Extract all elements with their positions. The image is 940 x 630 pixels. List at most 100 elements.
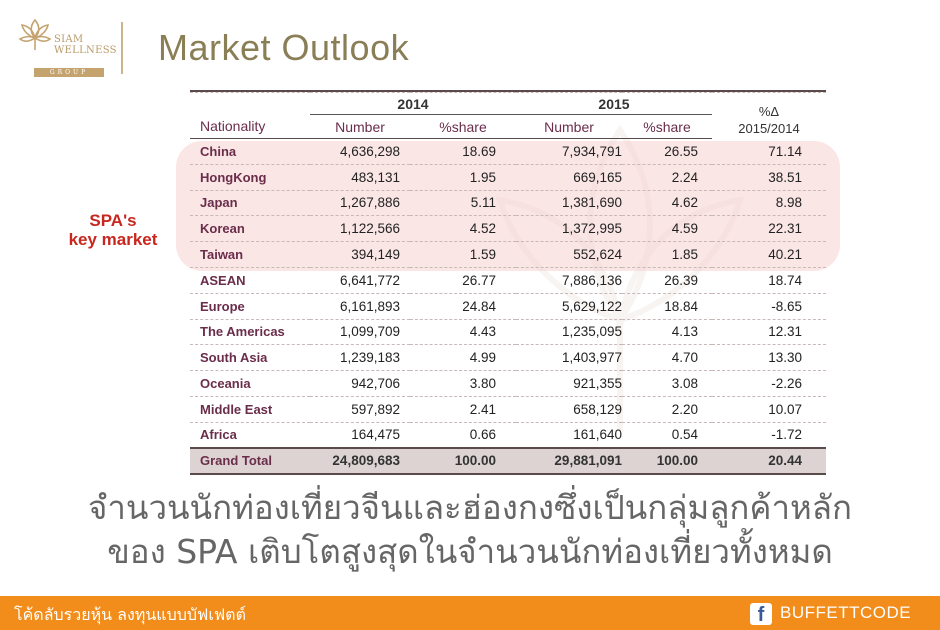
row-pct-change: -8.65 [712,293,826,320]
table-row: Africa 164,475 0.66 161,640 0.54 -1.72 [190,422,826,449]
row-pct-change: 38.51 [712,164,826,191]
logo-group-label: GROUP [34,68,104,77]
row-share-2014: 0.66 [410,422,516,449]
table-row: Middle East 597,892 2.41 658,129 2.20 10.07 [190,396,826,423]
pct-change-header: %Δ 2015/2014 [712,93,826,139]
total-share-2014: 100.00 [410,447,516,475]
table-row: South Asia 1,239,183 4.99 1,403,977 4.70 13.3… [190,344,826,372]
row-pct-change: 71.14 [712,138,826,165]
row-nationality: The Americas [190,319,310,346]
row-nationality: Middle East [190,396,310,423]
column-header-share-2015: %share [622,114,712,139]
row-nationality: China [190,138,310,165]
logo-line-2: WELLNESS [54,45,117,56]
siam-wellness-logo: SIAM WELLNESS GROUP [18,16,117,78]
row-share-2014: 1.59 [410,241,516,268]
row-number-2015: 161,640 [516,422,622,449]
row-pct-change: -1.72 [712,422,826,449]
row-number-2015: 1,403,977 [516,344,622,372]
row-number-2014: 483,131 [310,164,410,191]
column-header-number-2014: Number [310,114,410,139]
row-share-2014: 3.80 [410,370,516,397]
row-number-2014: 942,706 [310,370,410,397]
table-row: China 4,636,298 18.69 7,934,791 26.55 71.14 [190,138,826,165]
logo-wordmark: SIAM WELLNESS [54,34,117,56]
total-label: Grand Total [190,447,310,475]
pct-change-period: 2015/2014 [738,120,800,136]
row-number-2015: 7,886,136 [516,267,622,294]
row-number-2015: 5,629,122 [516,293,622,320]
row-number-2014: 6,161,893 [310,293,410,320]
row-number-2015: 669,165 [516,164,622,191]
page-title: Market Outlook [158,27,410,68]
caption-line-1: จำนวนนักท่องเที่ยวจีนและฮ่องกงซึ่งเป็นกล… [88,488,852,527]
total-share-2015: 100.00 [622,447,712,475]
row-number-2015: 552,624 [516,241,622,268]
grand-total-row: Grand Total 24,809,683 100.00 29,881,091… [190,447,826,475]
key-market-callout: SPA's key market [48,211,178,249]
row-nationality: Taiwan [190,241,310,268]
row-share-2014: 18.69 [410,138,516,165]
table-row: Korean 1,122,566 4.52 1,372,995 4.59 22.31 [190,215,826,243]
row-nationality: Korean [190,215,310,243]
table-body: China 4,636,298 18.69 7,934,791 26.55 71.14 Ho… [190,138,826,449]
row-share-2014: 5.11 [410,190,516,217]
pct-change-symbol: %Δ [758,103,780,119]
row-share-2015: 3.08 [622,370,712,397]
row-share-2014: 26.77 [410,267,516,294]
table-row: HongKong 483,131 1.95 669,165 2.24 38.51 [190,164,826,191]
row-number-2014: 1,122,566 [310,215,410,243]
table-row: Japan 1,267,886 5.11 1,381,690 4.62 8.98 [190,190,826,217]
table-row: Europe 6,161,893 24.84 5,629,122 18.84 -8.65 [190,293,826,320]
row-number-2014: 164,475 [310,422,410,449]
callout-line-2: key market [68,230,158,249]
table-row: Taiwan 394,149 1.59 552,624 1.85 40.21 [190,241,826,268]
column-header-number-2015: Number [516,114,622,139]
row-nationality: Africa [190,422,310,449]
footer-bar: โค้ดลับรวยหุ้น ลงทุนแบบบัฟเฟตต์ f BUFFET… [0,596,940,630]
table-row: Oceania 942,706 3.80 921,355 3.08 -2.26 [190,370,826,397]
row-nationality: ASEAN [190,267,310,294]
row-number-2014: 394,149 [310,241,410,268]
row-nationality: HongKong [190,164,310,191]
thai-caption: จำนวนนักท่องเที่ยวจีนและฮ่องกงซึ่งเป็นกล… [0,486,940,574]
logo-line-1: SIAM [54,34,84,45]
row-number-2015: 1,372,995 [516,215,622,243]
row-number-2014: 6,641,772 [310,267,410,294]
row-share-2014: 4.52 [410,215,516,243]
row-pct-change: 13.30 [712,344,826,372]
year-header-2015: 2015 [516,92,712,115]
footer-brand[interactable]: BUFFETTCODE [780,603,912,622]
row-number-2015: 658,129 [516,396,622,423]
column-header-share-2014: %share [410,114,516,139]
row-pct-change: 18.74 [712,267,826,294]
row-number-2014: 1,239,183 [310,344,410,372]
row-nationality: South Asia [190,344,310,372]
row-nationality: Europe [190,293,310,320]
row-share-2015: 0.54 [622,422,712,449]
row-share-2015: 4.62 [622,190,712,217]
row-share-2014: 24.84 [410,293,516,320]
row-number-2014: 1,099,709 [310,319,410,346]
row-share-2014: 2.41 [410,396,516,423]
row-share-2015: 4.59 [622,215,712,243]
row-pct-change: 40.21 [712,241,826,268]
row-pct-change: 10.07 [712,396,826,423]
row-number-2014: 1,267,886 [310,190,410,217]
caption-line-2: ของ SPA เติบโตสูงสุดในจำนวนนักท่องเที่ยว… [107,532,833,571]
facebook-icon[interactable]: f [750,603,772,626]
callout-line-1: SPA's [89,211,137,230]
row-number-2015: 1,235,095 [516,319,622,346]
row-share-2015: 2.20 [622,396,712,423]
table-row: The Americas 1,099,709 4.43 1,235,095 4.13 12… [190,319,826,346]
row-number-2015: 1,381,690 [516,190,622,217]
row-nationality: Japan [190,190,310,217]
row-share-2014: 4.43 [410,319,516,346]
row-share-2015: 26.39 [622,267,712,294]
row-share-2015: 26.55 [622,138,712,165]
row-number-2015: 7,934,791 [516,138,622,165]
row-number-2014: 597,892 [310,396,410,423]
row-pct-change: 8.98 [712,190,826,217]
row-number-2015: 921,355 [516,370,622,397]
row-share-2015: 2.24 [622,164,712,191]
